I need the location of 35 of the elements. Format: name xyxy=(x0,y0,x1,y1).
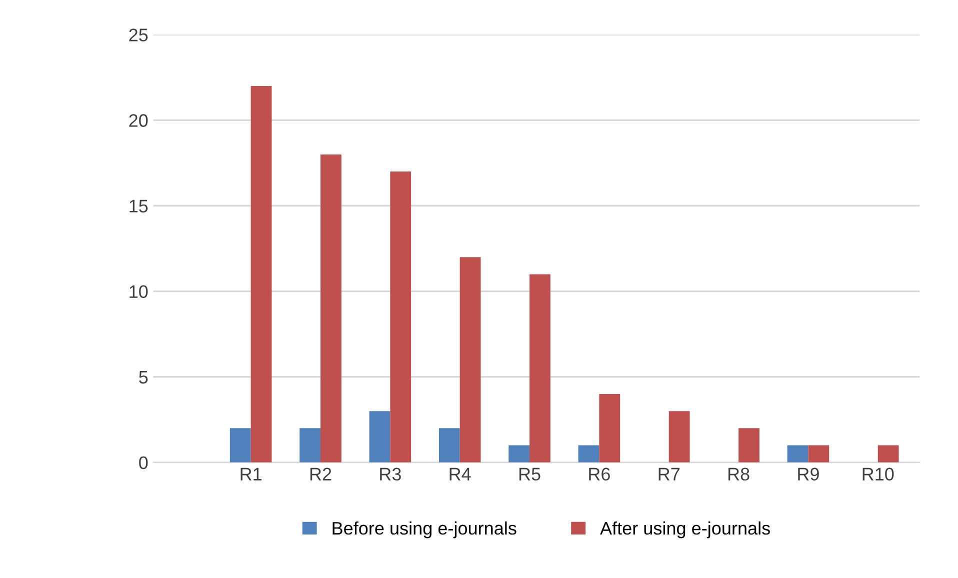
bar xyxy=(787,445,808,462)
bar xyxy=(230,428,251,462)
y-tick-label: 15 xyxy=(130,200,148,212)
x-tick-label: R6 xyxy=(589,468,610,481)
bar xyxy=(460,257,481,462)
legend-label: After using e-journals xyxy=(600,521,770,538)
bar xyxy=(250,86,272,462)
bar xyxy=(369,411,390,462)
x-tick-label: R2 xyxy=(310,468,332,480)
x-tick-label: R9 xyxy=(798,468,819,481)
y-tick-label: 5 xyxy=(139,370,148,384)
bar xyxy=(390,172,412,462)
y-tick-label: 20 xyxy=(129,114,148,127)
bar xyxy=(878,445,899,462)
x-tick-label: R10 xyxy=(862,468,894,481)
x-tick-label: R3 xyxy=(380,468,401,481)
x-tick-label: R8 xyxy=(728,468,750,481)
bar xyxy=(578,445,600,462)
x-tick-label: R1 xyxy=(240,468,262,480)
legend-label: Before using e-journals xyxy=(332,521,516,538)
y-tick-label: 25 xyxy=(129,28,148,42)
x-tick-label: R5 xyxy=(519,468,540,481)
y-tick-label: 10 xyxy=(130,285,148,298)
bar xyxy=(530,274,550,462)
bar xyxy=(300,428,320,462)
bar xyxy=(438,428,460,462)
bar xyxy=(668,411,690,462)
x-tick-label: R4 xyxy=(450,468,471,480)
x-tick-label: R7 xyxy=(658,468,680,480)
bar xyxy=(808,445,830,462)
bar xyxy=(599,394,620,462)
bar xyxy=(320,154,342,462)
bar xyxy=(508,445,530,462)
bar xyxy=(738,428,760,462)
y-tick-label: 0 xyxy=(139,456,148,470)
